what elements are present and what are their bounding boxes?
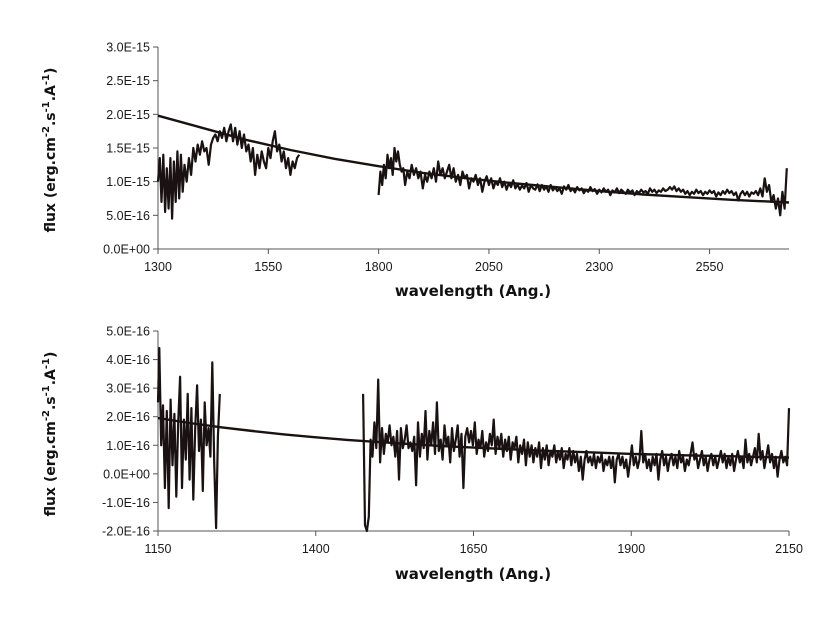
y-axis-label: flux (erg.cm-2.s-1.A-1) bbox=[41, 352, 59, 517]
y-tick-label: 2.5E-15 bbox=[106, 74, 150, 88]
y-tick-label: -2.0E-16 bbox=[102, 525, 150, 539]
y-tick-label: -1.0E-16 bbox=[102, 496, 150, 510]
x-tick-label: 1650 bbox=[460, 542, 488, 556]
observed-spectrum-line bbox=[156, 347, 221, 530]
observed-spectrum-line bbox=[156, 123, 301, 220]
model-fit-curve bbox=[157, 114, 790, 204]
y-tick-label: 1.0E-15 bbox=[106, 175, 150, 189]
y-tick-label: 3.0E-15 bbox=[106, 41, 150, 55]
y-tick-label: 1.5E-15 bbox=[106, 142, 150, 156]
x-axis-label: wavelength (Ang.) bbox=[395, 282, 551, 300]
y-tick-label: 4.0E-16 bbox=[106, 353, 150, 367]
x-tick-label: 1400 bbox=[302, 542, 330, 556]
x-tick-label: 2550 bbox=[696, 260, 724, 274]
chart-bottom: flux (erg.cm-2.s-1.A-1) wavelength (Ang.… bbox=[41, 325, 803, 584]
x-tick-label: 1300 bbox=[144, 260, 172, 274]
x-tick-label: 2300 bbox=[585, 260, 613, 274]
model-fit-curve bbox=[157, 416, 790, 459]
y-tick-label: 5.0E-16 bbox=[106, 209, 150, 223]
y-axis-label: flux (erg.cm-2.s-1.A-1) bbox=[41, 68, 59, 233]
y-tick-label: 0.0E+00 bbox=[103, 467, 150, 481]
observed-spectrum-line bbox=[362, 378, 791, 533]
y-tick-label: 3.0E-16 bbox=[106, 382, 150, 396]
x-tick-label: 1550 bbox=[254, 260, 282, 274]
y-tick-label: 0.0E+00 bbox=[103, 243, 150, 257]
x-axis-label: wavelength (Ang.) bbox=[395, 565, 551, 583]
chart-top: flux (erg.cm-2.s-1.A-1) wavelength (Ang.… bbox=[41, 41, 790, 300]
x-tick-label: 1150 bbox=[145, 542, 172, 556]
x-tick-label: 2150 bbox=[775, 542, 803, 556]
observed-spectrum-line bbox=[377, 146, 788, 217]
y-tick-label: 1.0E-16 bbox=[106, 439, 150, 453]
x-tick-label: 1800 bbox=[365, 260, 393, 274]
x-tick-label: 2050 bbox=[475, 260, 503, 274]
y-tick-label: 2.0E-15 bbox=[106, 108, 150, 122]
y-tick-label: 2.0E-16 bbox=[106, 410, 150, 424]
y-tick-label: 5.0E-16 bbox=[106, 325, 150, 339]
x-tick-label: 1900 bbox=[617, 542, 645, 556]
